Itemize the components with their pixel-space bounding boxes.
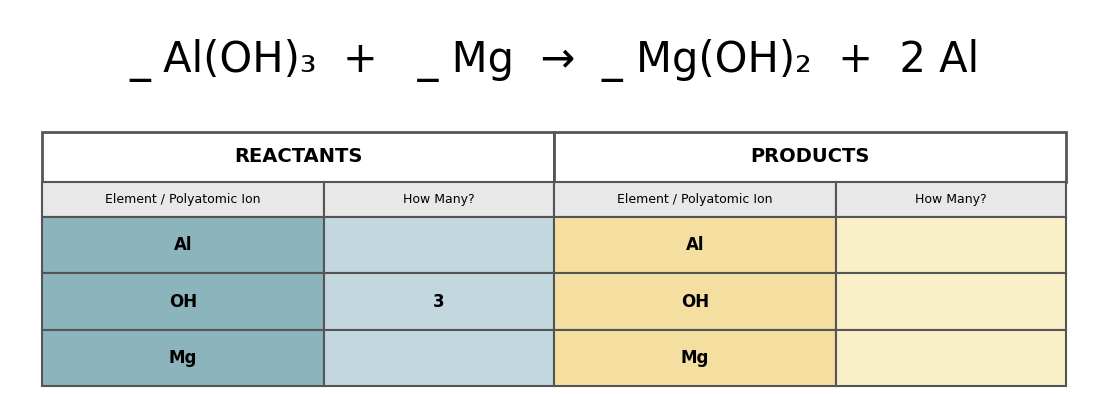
Bar (324, 330, 554, 386)
Bar (554, 330, 835, 386)
Text: Al: Al (174, 236, 192, 254)
Bar (835, 182, 1066, 217)
Text: PRODUCTS: PRODUCTS (750, 147, 870, 166)
Bar (835, 330, 1066, 386)
Text: How Many?: How Many? (403, 193, 474, 206)
Bar (324, 217, 554, 273)
Text: REACTANTS: REACTANTS (234, 147, 362, 166)
Text: _ Al(OH)₃  +   _ Mg  →  _ Mg(OH)₂  +  2 Al: _ Al(OH)₃ + _ Mg → _ Mg(OH)₂ + 2 Al (129, 39, 979, 82)
Text: Mg: Mg (168, 349, 197, 367)
Bar (554, 217, 835, 273)
Text: OH: OH (680, 293, 709, 310)
Bar (42, 217, 324, 273)
Bar (42, 132, 554, 182)
Bar (42, 330, 324, 386)
Bar (42, 273, 324, 330)
Text: OH: OH (168, 293, 197, 310)
Bar (42, 182, 324, 217)
Bar (554, 182, 835, 217)
Text: Al: Al (686, 236, 704, 254)
Bar (324, 273, 554, 330)
Bar (835, 273, 1066, 330)
Text: Element / Polyatomic Ion: Element / Polyatomic Ion (105, 193, 260, 206)
Text: How Many?: How Many? (915, 193, 986, 206)
Bar (324, 182, 554, 217)
Text: Mg: Mg (680, 349, 709, 367)
Text: 3: 3 (433, 293, 444, 310)
Bar (554, 132, 1066, 182)
Bar (835, 217, 1066, 273)
Text: Element / Polyatomic Ion: Element / Polyatomic Ion (617, 193, 772, 206)
Bar (554, 273, 835, 330)
